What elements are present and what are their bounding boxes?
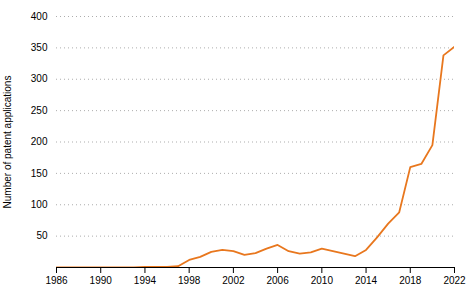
svg-text:100: 100 bbox=[31, 199, 48, 210]
svg-text:Number of patent applications: Number of patent applications bbox=[2, 76, 13, 209]
svg-text:1998: 1998 bbox=[178, 275, 201, 286]
svg-text:2010: 2010 bbox=[311, 275, 334, 286]
svg-text:1986: 1986 bbox=[45, 275, 68, 286]
svg-text:2018: 2018 bbox=[399, 275, 422, 286]
svg-text:2002: 2002 bbox=[222, 275, 245, 286]
svg-text:1994: 1994 bbox=[134, 275, 157, 286]
svg-text:2022: 2022 bbox=[443, 275, 466, 286]
svg-text:1990: 1990 bbox=[90, 275, 113, 286]
svg-text:350: 350 bbox=[31, 42, 48, 53]
svg-text:400: 400 bbox=[31, 11, 48, 22]
svg-text:50: 50 bbox=[36, 230, 48, 241]
svg-text:200: 200 bbox=[31, 136, 48, 147]
svg-text:2006: 2006 bbox=[266, 275, 289, 286]
svg-text:2014: 2014 bbox=[355, 275, 378, 286]
svg-text:250: 250 bbox=[31, 105, 48, 116]
svg-text:150: 150 bbox=[31, 168, 48, 179]
svg-text:300: 300 bbox=[31, 73, 48, 84]
